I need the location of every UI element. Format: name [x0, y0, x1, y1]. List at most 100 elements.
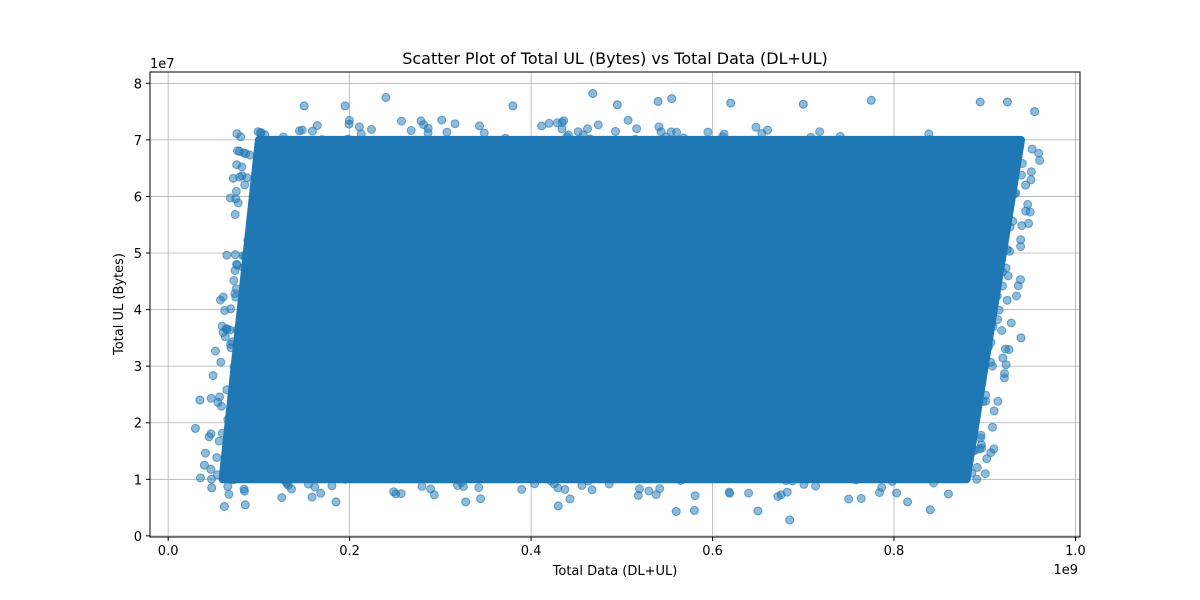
y-tick-label: 2	[134, 417, 142, 432]
scatter-point	[278, 132, 288, 142]
scatter-point	[978, 397, 988, 407]
scatter-point	[1000, 369, 1009, 379]
y-tick-label: 3	[134, 360, 142, 375]
scatter-point	[806, 132, 816, 142]
scatter-point	[703, 127, 713, 137]
scatter-point	[228, 475, 238, 485]
scatter-point	[924, 135, 934, 145]
scatter-point	[929, 478, 939, 488]
scatter-point	[239, 484, 249, 494]
scatter-point	[340, 474, 350, 484]
scatter-point	[943, 489, 953, 499]
scatter-point	[577, 480, 587, 490]
scatter-point	[354, 122, 364, 132]
scatter-point	[199, 460, 209, 470]
scatter-point	[190, 423, 200, 433]
scatter-point	[287, 484, 296, 494]
scatter-point	[214, 436, 224, 446]
scatter-point	[987, 361, 997, 371]
scatter-point	[206, 429, 216, 439]
x-tick-label: 0.0	[158, 544, 179, 559]
scatter-point	[744, 488, 754, 498]
scatter-point	[644, 486, 654, 496]
scatter-point	[632, 124, 642, 134]
scatter-point	[1034, 148, 1044, 158]
scatter-point	[416, 116, 426, 126]
scatter-point	[196, 473, 205, 483]
scatter-point	[593, 120, 603, 130]
scatter-point	[1021, 180, 1031, 190]
scatter-point	[260, 130, 270, 140]
scatter-point	[216, 357, 226, 367]
scatter-point	[989, 444, 999, 454]
scatter-point	[1026, 167, 1036, 177]
scatter-point	[537, 121, 547, 131]
y-tick-label: 8	[134, 77, 142, 92]
scatter-point	[982, 454, 992, 464]
scatter-point	[1002, 295, 1012, 305]
scatter-point	[564, 130, 573, 140]
dense-region	[218, 135, 1025, 484]
scatter-point	[450, 119, 460, 129]
scatter-point	[866, 95, 876, 105]
scatter-point	[1026, 175, 1036, 185]
scatter-point	[998, 267, 1007, 277]
scatter-point	[316, 488, 326, 498]
scatter-point	[972, 474, 982, 484]
scatter-point	[988, 422, 997, 432]
scatter-point	[578, 130, 588, 140]
scatter-point	[212, 453, 222, 462]
scatter-point	[588, 89, 598, 98]
scatter-point	[237, 162, 247, 172]
scatter-point	[757, 129, 767, 138]
scatter-point	[213, 470, 222, 480]
scatter-point	[210, 346, 220, 356]
scatter-point	[585, 134, 595, 144]
scatter-point	[725, 488, 735, 498]
scatter-point	[317, 135, 327, 145]
scatter-point	[367, 124, 376, 134]
scatter-point	[226, 343, 236, 353]
scatter-point	[583, 476, 593, 486]
scatter-point	[294, 126, 304, 136]
scatter-point	[195, 395, 205, 405]
scatter-point	[892, 488, 902, 498]
scatter-point	[233, 198, 243, 208]
scatter-point	[232, 325, 242, 335]
scatter-point	[406, 126, 416, 135]
scatter-point	[980, 469, 990, 479]
scatter-point	[500, 133, 510, 143]
scatter-point	[856, 494, 866, 503]
scatter-point	[633, 490, 643, 500]
scatter-point	[552, 118, 562, 128]
scatter-point	[217, 428, 227, 438]
scatter-point	[475, 121, 484, 131]
scatter-point	[583, 124, 592, 134]
scatter-point	[676, 476, 685, 485]
scatter-point	[397, 116, 406, 126]
scatter-point	[1024, 218, 1034, 228]
scatter-point	[331, 497, 341, 507]
scatter-point	[232, 259, 242, 269]
scatter-point	[226, 304, 236, 314]
scatter-point	[231, 292, 241, 302]
scatter-point	[225, 193, 235, 203]
scatter-point	[530, 479, 540, 489]
scatter-point	[342, 135, 352, 145]
scatter-point	[671, 507, 681, 516]
scatter-point	[517, 484, 527, 494]
scatter-point	[389, 487, 399, 497]
x-axis-label: Total Data (DL+UL)	[552, 564, 678, 579]
scatter-point	[1016, 333, 1026, 343]
scatter-point	[307, 126, 317, 136]
scatter-point	[992, 291, 1002, 301]
scatter-point	[207, 474, 216, 484]
scatter-point	[381, 93, 391, 102]
y-tick-label: 5	[134, 247, 142, 262]
scatter-point	[975, 97, 985, 107]
outlier-points	[190, 89, 1040, 525]
scatter-point	[442, 127, 452, 137]
scatter-point	[661, 132, 671, 142]
scatter-point	[219, 502, 229, 511]
